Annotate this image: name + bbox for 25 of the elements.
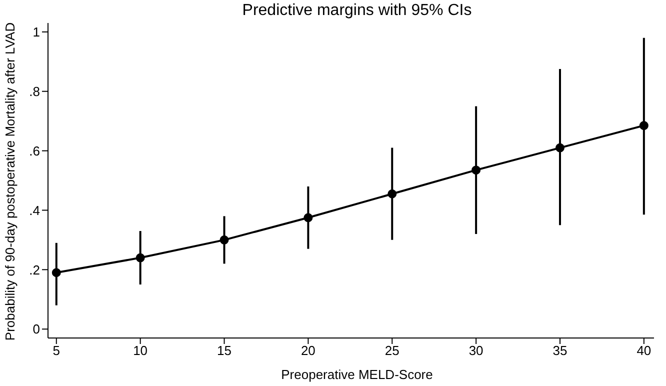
y-axis-title: Probability of 90-day postoperative Mortality after LVAD (2, 22, 18, 340)
x-tick-label: 40 (636, 343, 652, 358)
y-tick-label: .6 (29, 143, 40, 158)
x-axis-title: Preoperative MELD-Score (280, 367, 434, 382)
y-tick-label: 1 (32, 24, 40, 40)
x-tick-label: 5 (52, 343, 60, 358)
y-tick-label: .4 (29, 202, 40, 218)
point (136, 253, 145, 262)
x-tick-label: 25 (384, 343, 400, 358)
x-tick-label: 35 (552, 343, 568, 358)
x-tick-label: 10 (133, 343, 148, 358)
chart-title: Predictive margins with 95% CIs (241, 2, 473, 20)
y-tick-label: 0 (32, 322, 40, 337)
point (472, 166, 481, 175)
x-tick-label: 15 (217, 343, 232, 358)
point (555, 143, 564, 152)
y-tick-label: .2 (29, 262, 40, 278)
x-tick-label: 20 (300, 343, 316, 358)
point (220, 235, 229, 244)
x-tick-label: 30 (468, 343, 484, 358)
point (639, 121, 648, 130)
y-tick-label: .8 (29, 84, 40, 99)
point (388, 189, 397, 198)
point (52, 268, 61, 278)
point (304, 213, 313, 222)
